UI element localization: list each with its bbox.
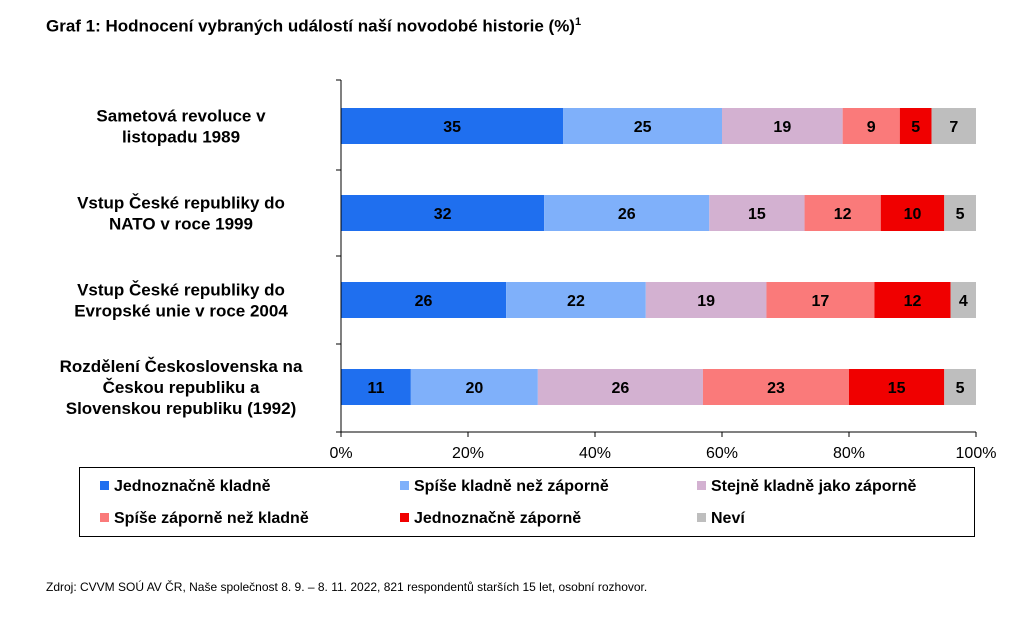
legend-swatch	[400, 513, 409, 522]
category-label: Vstup České republiky do	[77, 194, 285, 213]
data-label: 32	[434, 206, 452, 223]
legend-swatch	[697, 481, 706, 490]
bar-segment	[645, 282, 767, 318]
chart-title-text: Graf 1: Hodnocení vybraných událostí naš…	[46, 16, 575, 36]
legend-label: Spíše kladně než záporně	[414, 478, 609, 495]
bar-segment	[702, 369, 849, 405]
bar-segment	[944, 195, 976, 231]
category-label: Rozdělení Československa na	[60, 357, 303, 376]
legend-label: Jednoznačně kladně	[114, 478, 271, 495]
legend-label: Jednoznačně záporně	[414, 510, 582, 527]
data-label: 19	[697, 293, 715, 310]
title-footnote-marker: 1	[574, 16, 582, 28]
category-label: Českou republiku a	[103, 378, 260, 397]
bar-segment	[544, 195, 710, 231]
bar-segment	[950, 282, 976, 318]
x-tick-label: 20%	[452, 445, 484, 462]
legend: Jednoznačně kladně Spíše kladně než zápor…	[79, 467, 975, 537]
data-label: 7	[949, 119, 958, 136]
data-label: 17	[812, 293, 830, 310]
data-label: 25	[634, 119, 652, 136]
legend-swatch	[100, 513, 109, 522]
bar-segment	[944, 369, 976, 405]
data-label: 26	[415, 293, 433, 310]
data-label: 12	[834, 206, 852, 223]
x-tick-label: 0%	[329, 445, 352, 462]
bar-segment	[709, 195, 805, 231]
bar-segment	[506, 282, 646, 318]
legend-label: Neví	[711, 510, 745, 527]
bar-segment	[341, 282, 507, 318]
bar-segment	[842, 108, 900, 144]
data-label: 20	[465, 380, 483, 397]
data-label: 26	[612, 380, 630, 397]
bar-segment	[410, 369, 538, 405]
category-label: Evropské unie v roce 2004	[74, 302, 288, 321]
x-tick-label: 100%	[956, 445, 997, 462]
data-label: 11	[367, 380, 384, 397]
legend-swatch	[100, 481, 109, 490]
data-label: 4	[959, 293, 968, 310]
data-label: 23	[767, 380, 785, 397]
stacked-bar-chart: 35 25 19 9 5 7 Sametová revoluce v listopadu 19…	[60, 79, 997, 462]
chart-title: Graf 1: Hodnocení vybraných událostí naš…	[46, 16, 581, 37]
category-label: NATO v roce 1999	[109, 215, 253, 234]
x-tick-label: 80%	[833, 445, 865, 462]
legend-item: Spíše kladně než záporně	[400, 478, 609, 496]
bar-segment	[341, 195, 545, 231]
legend-swatch	[697, 513, 706, 522]
bar-segment	[341, 108, 564, 144]
data-label: 15	[888, 380, 906, 397]
bar-segment	[766, 282, 875, 318]
bar-segment	[899, 108, 932, 144]
data-label: 5	[956, 380, 965, 397]
bar-segment	[880, 195, 945, 231]
legend-label: Stejně kladně jako záporně	[711, 478, 917, 495]
bar-segment	[804, 195, 881, 231]
legend-swatch	[400, 481, 409, 490]
data-label: 26	[618, 206, 636, 223]
bar-segment	[563, 108, 722, 144]
data-label: 5	[956, 206, 965, 223]
legend-item: Stejně kladně jako záporně	[697, 478, 916, 496]
data-label: 12	[904, 293, 922, 310]
data-label: 5	[911, 119, 920, 136]
category-label: listopadu 1989	[122, 128, 240, 147]
data-label: 10	[904, 206, 922, 223]
legend-item: Spíše záporně než kladně	[100, 510, 309, 528]
bar-segment	[931, 108, 976, 144]
legend-item: Neví	[697, 510, 745, 528]
x-tick-label: 40%	[579, 445, 611, 462]
data-label: 22	[567, 293, 585, 310]
data-label: 15	[748, 206, 766, 223]
bar-segment	[874, 282, 951, 318]
category-label: Vstup České republiky do	[77, 281, 285, 300]
category-label: Sametová revoluce v	[96, 107, 266, 126]
bar-segment	[537, 369, 703, 405]
legend-label: Spíše záporně než kladně	[114, 510, 309, 527]
data-label: 9	[867, 119, 876, 136]
data-label: 19	[773, 119, 791, 136]
source-note: Zdroj: CVVM SOÚ AV ČR, Naše společnost 8…	[46, 580, 648, 594]
legend-item: Jednoznačně záporně	[400, 510, 581, 528]
legend-item: Jednoznačně kladně	[100, 478, 271, 496]
bar-segment	[722, 108, 843, 144]
x-tick-label: 60%	[706, 445, 738, 462]
bar-segment	[849, 369, 945, 405]
category-label: Slovenskou republiku (1992)	[66, 399, 297, 418]
data-label: 35	[443, 119, 461, 136]
bar-segment	[341, 369, 411, 405]
